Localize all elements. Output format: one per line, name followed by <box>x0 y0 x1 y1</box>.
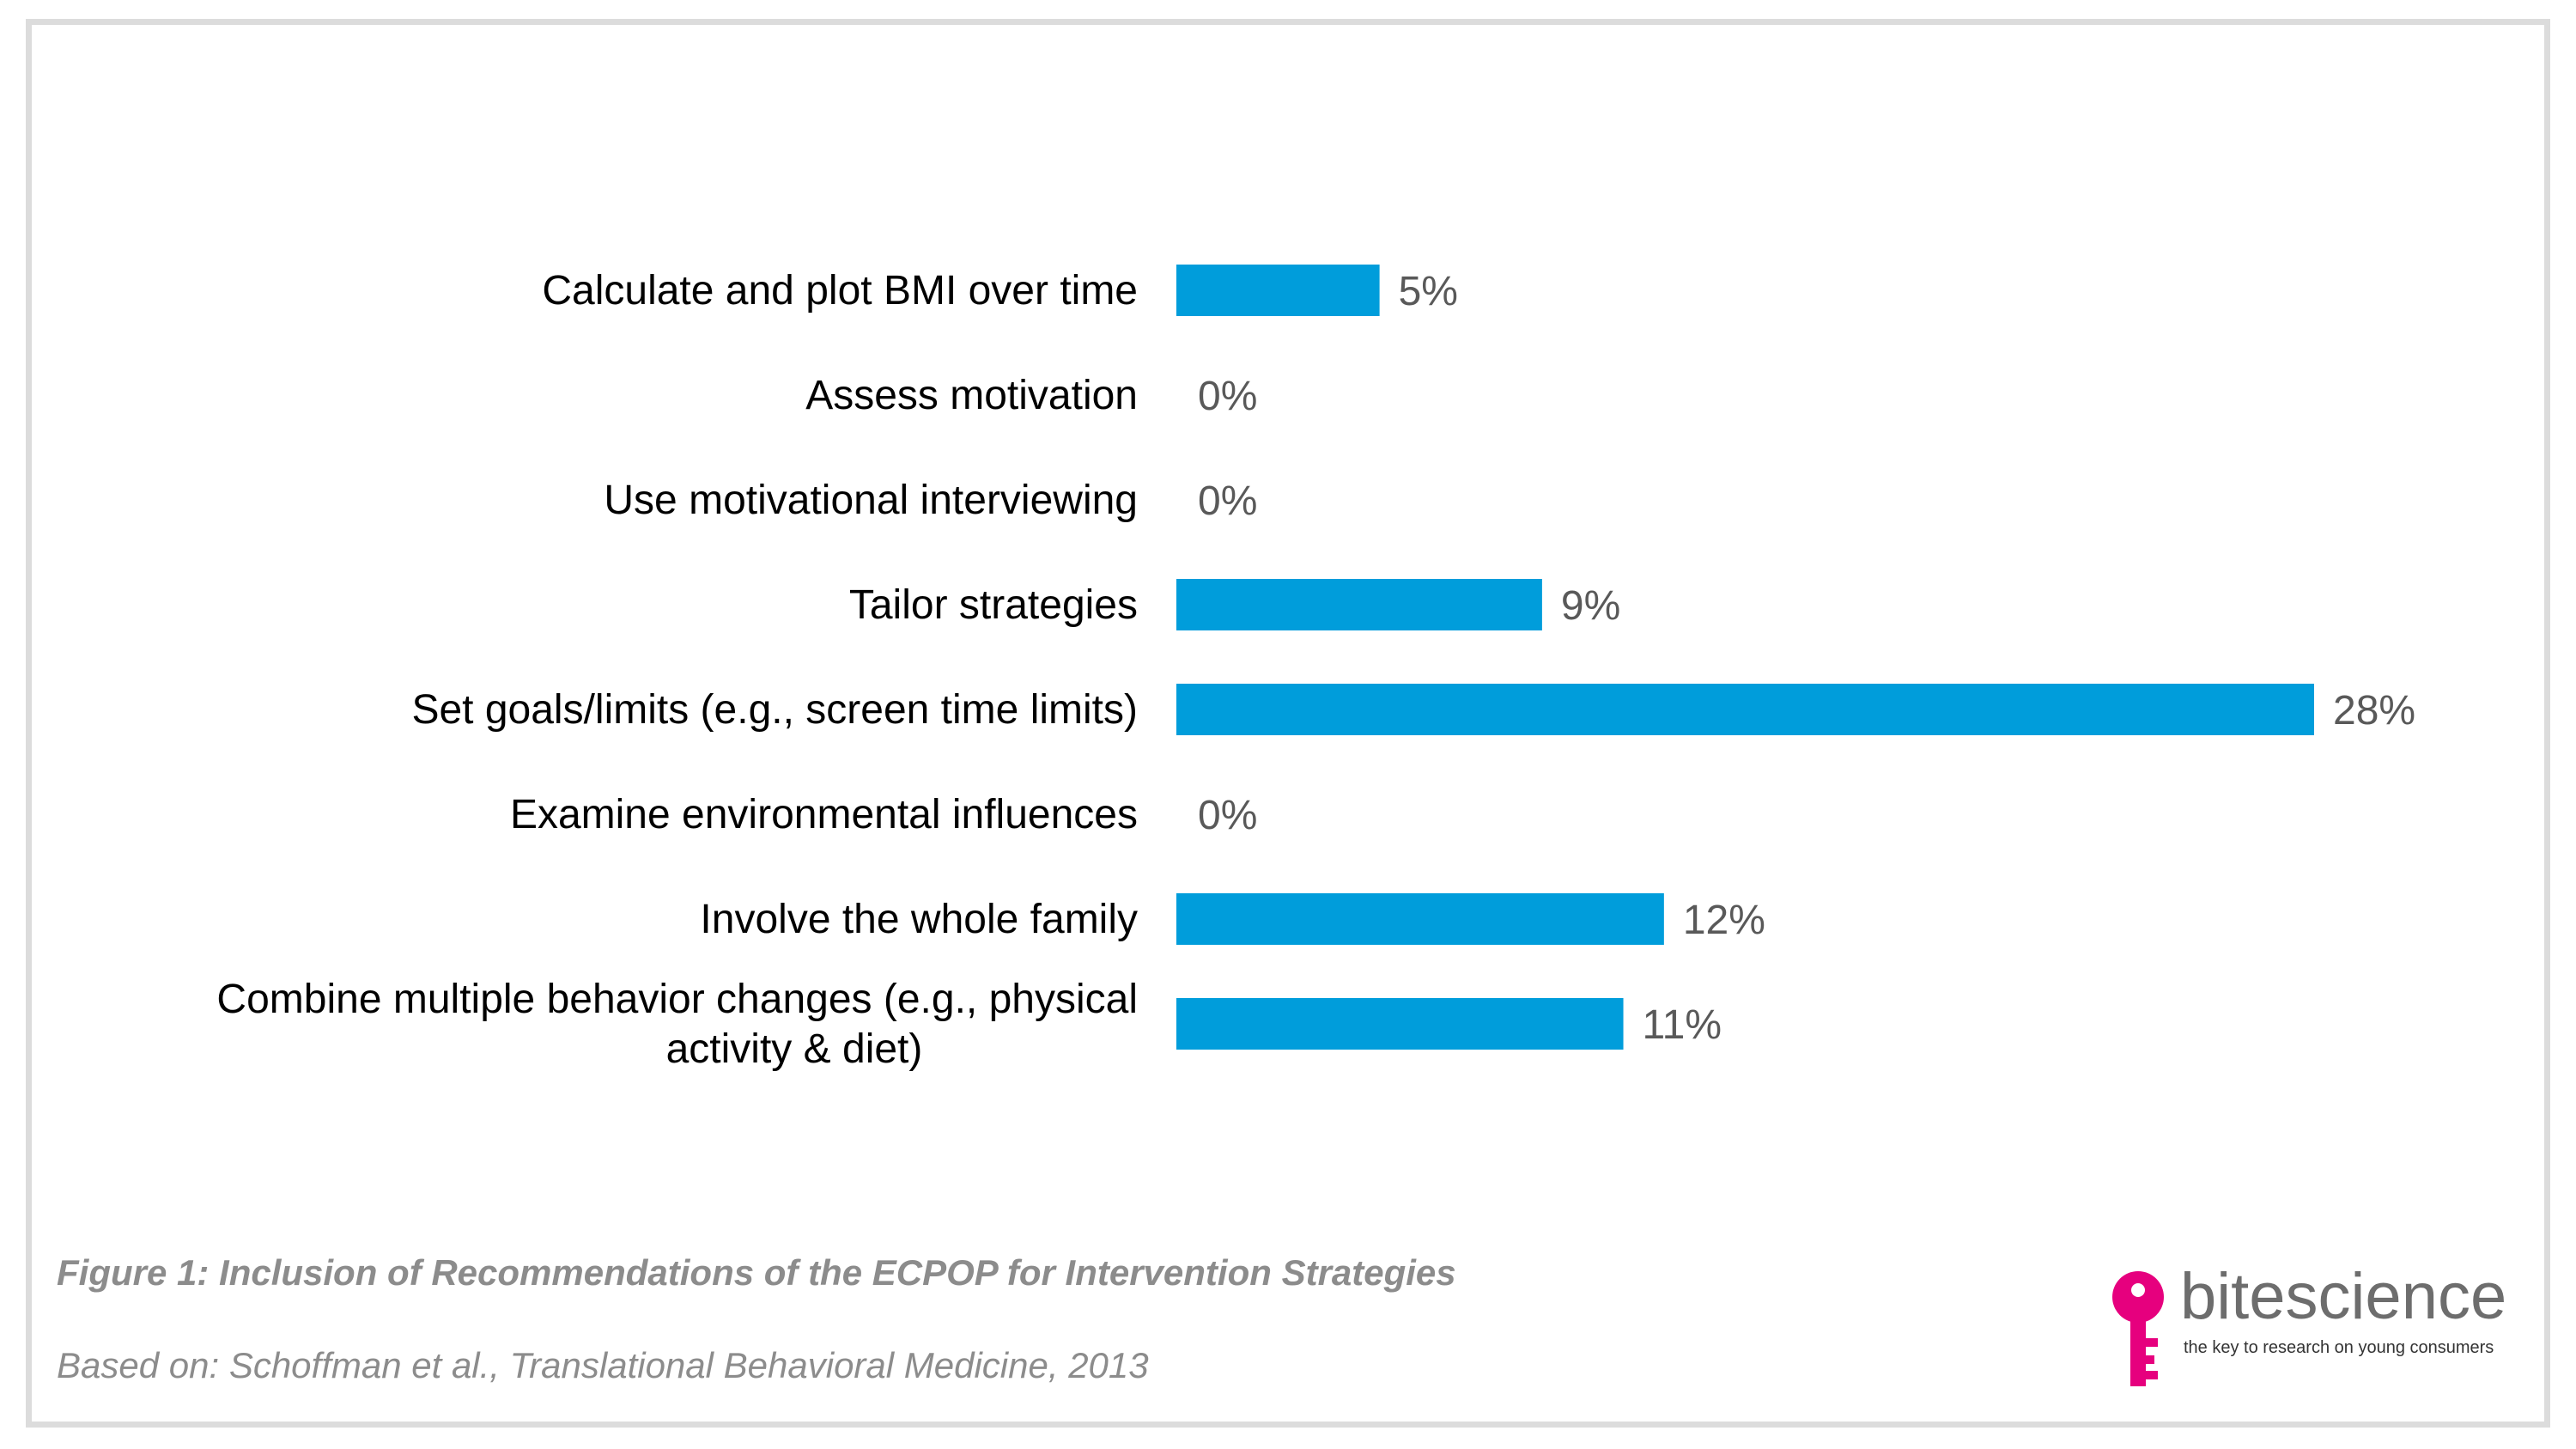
value-label: 28% <box>2333 688 2415 734</box>
category-label: Tailor strategies <box>849 582 1138 628</box>
value-label: 11% <box>1643 1002 1722 1048</box>
bar <box>1176 684 2314 735</box>
value-label: 5% <box>1399 269 1458 314</box>
category-label-line: Set goals/limits (e.g., screen time limi… <box>411 687 1138 733</box>
category-label-line: Assess motivation <box>805 373 1138 418</box>
bar <box>1176 893 1664 945</box>
category-label-line: Combine multiple behavior changes (e.g.,… <box>216 977 1138 1022</box>
logo-tagline: the key to research on young consumers <box>2184 1338 2494 1357</box>
category-label: Combine multiple behavior changes (e.g.,… <box>216 977 1138 1072</box>
figure-caption: Figure 1: Inclusion of Recommendations o… <box>57 1252 1456 1293</box>
value-label: 0% <box>1198 478 1257 524</box>
bar <box>1176 998 1624 1050</box>
bar <box>1176 265 1380 316</box>
logo-wordmark: bitescience <box>2180 1260 2507 1333</box>
value-label: 0% <box>1198 374 1257 419</box>
category-label-line: activity & diet) <box>666 1026 923 1072</box>
key-icon <box>2112 1271 2164 1386</box>
category-label-line: Examine environmental influences <box>510 792 1138 837</box>
category-label: Examine environmental influences <box>510 792 1138 837</box>
category-label: Set goals/limits (e.g., screen time limi… <box>411 687 1138 733</box>
category-label-line: Use motivational interviewing <box>604 478 1138 523</box>
category-label: Involve the whole family <box>700 897 1138 942</box>
value-label: 9% <box>1561 583 1620 629</box>
bar <box>1176 579 1542 630</box>
bitescience-logo: bitescience the key to research on young… <box>2108 1263 2537 1391</box>
category-label: Use motivational interviewing <box>604 478 1138 523</box>
category-label: Assess motivation <box>805 373 1138 418</box>
value-label: 12% <box>1683 898 1765 943</box>
category-label-line: Involve the whole family <box>700 897 1138 942</box>
category-label-line: Calculate and plot BMI over time <box>542 268 1138 314</box>
source-note: Based on: Schoffman et al., Translationa… <box>57 1345 1149 1385</box>
category-label-line: Tailor strategies <box>849 582 1138 628</box>
value-label: 0% <box>1198 793 1257 838</box>
bar-chart: Calculate and plot BMI over time 5% Assess… <box>216 265 2415 1072</box>
category-label: Calculate and plot BMI over time <box>542 268 1138 314</box>
